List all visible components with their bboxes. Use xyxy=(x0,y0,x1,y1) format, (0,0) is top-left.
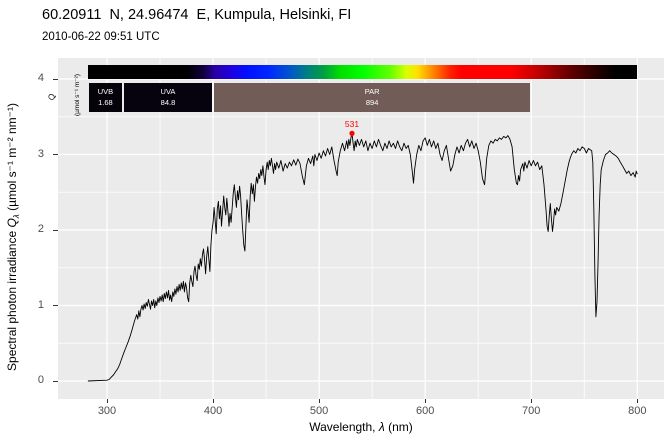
plot-canvas xyxy=(58,58,664,399)
y-axis-tick-label: 1 xyxy=(37,298,44,311)
x-axis-tick-label: 500 xyxy=(309,405,329,417)
y-axis-tick-label: 4 xyxy=(37,72,44,84)
waveband-label: UVB xyxy=(97,87,114,96)
y-axis-tick xyxy=(53,78,58,80)
y-axis-title-q: Q xyxy=(4,218,19,228)
waveband-value: 1.68 xyxy=(98,98,113,107)
x-axis-title: Wavelength, λ (nm) xyxy=(58,420,664,434)
y-axis-tick-label: 3 xyxy=(37,147,44,160)
peak-marker xyxy=(349,130,355,136)
x-axis-tick xyxy=(636,399,638,403)
y-axis-tick xyxy=(53,229,58,231)
y-axis-title-units: (µmol s⁻¹ m⁻² nm⁻¹) xyxy=(4,103,19,215)
x-axis-tick xyxy=(530,399,532,403)
y-axis-tick xyxy=(53,380,58,382)
y-axis-tick xyxy=(53,154,58,155)
waveband-value: 84.8 xyxy=(160,98,176,107)
y-axis-tick xyxy=(53,305,58,306)
y-axis-title: Spectral photon irradiance Qλ (µmol s⁻¹ … xyxy=(5,103,21,371)
waveband-box-uva: UVA 84.8 xyxy=(123,83,213,112)
x-axis-tick-label: 800 xyxy=(628,405,647,417)
waveband-label: UVA xyxy=(160,87,176,96)
peak-wavelength-label: 531 xyxy=(344,119,360,130)
x-axis-tick-label: 700 xyxy=(522,405,541,417)
waveband-summary-axis-label-units: (µmol s⁻¹ m⁻²) xyxy=(74,73,81,117)
spectrum-colorbar xyxy=(87,65,638,79)
x-axis-tick-label: 600 xyxy=(415,405,435,417)
y-axis-title-text: Spectral photon irradiance xyxy=(4,227,19,371)
plot-title: 60.20911 N, 24.96474 E, Kumpula, Helsink… xyxy=(42,7,352,23)
waveband-label: PAR xyxy=(364,87,380,96)
x-axis-title-lambda: λ xyxy=(378,420,385,434)
x-axis-tick xyxy=(106,399,108,403)
x-axis-title-text: Wavelength, xyxy=(309,420,379,434)
x-axis-tick xyxy=(318,399,320,403)
waveband-value: 894 xyxy=(365,98,379,107)
waveband-summary-axis-label-q: Q xyxy=(47,93,57,101)
x-axis-tick xyxy=(424,399,426,403)
y-axis-tick-label: 0 xyxy=(37,374,44,386)
waveband-box-par: PAR 894 xyxy=(214,83,531,112)
plot-subtitle: 2010-06-22 09:51 UTC xyxy=(42,31,160,43)
x-axis-tick-label: 400 xyxy=(203,405,223,417)
waveband-box-uvb: UVB 1.68 xyxy=(88,83,122,112)
y-axis-tick-label: 2 xyxy=(37,223,44,235)
chart-panel xyxy=(58,58,664,399)
spectral-curve xyxy=(87,132,638,382)
x-axis-title-units: (nm) xyxy=(384,420,413,434)
x-axis-tick xyxy=(212,399,214,403)
y-axis-title-lambda: λ xyxy=(12,214,22,219)
x-axis-tick-label: 300 xyxy=(97,405,117,417)
